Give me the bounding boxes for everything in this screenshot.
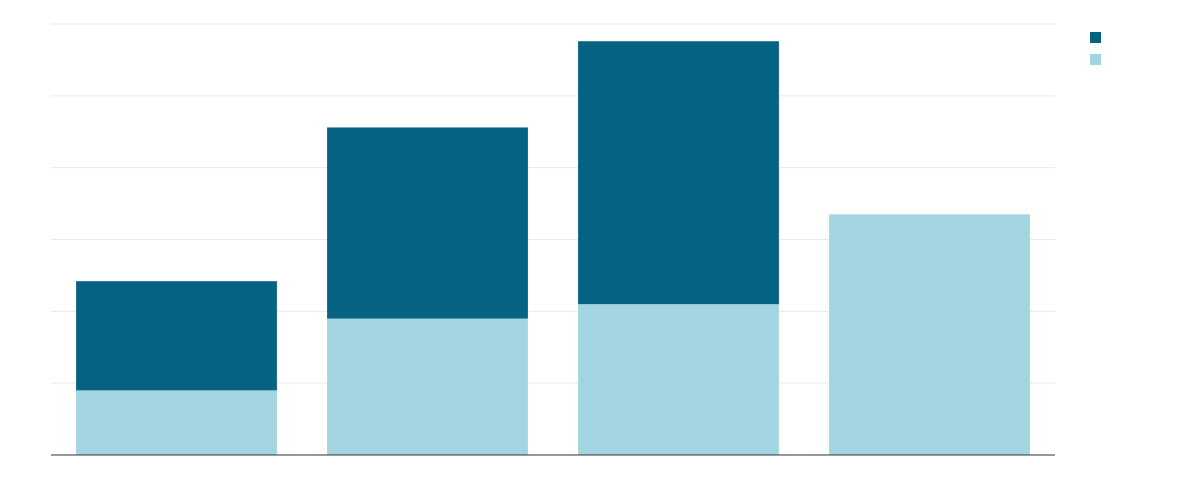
legend-swatch-2 bbox=[1090, 32, 1101, 43]
bar-segment-series-1-category-2 bbox=[327, 318, 528, 455]
bar-segment-series-2-category-3 bbox=[578, 41, 779, 305]
legend bbox=[1090, 32, 1101, 65]
bar-segment-series-1-category-3 bbox=[578, 304, 779, 455]
bar-segment-series-1-category-4 bbox=[829, 214, 1030, 455]
bar-segment-series-1-category-1 bbox=[76, 390, 277, 455]
bar-segment-series-2-category-2 bbox=[327, 127, 528, 319]
legend-swatch-1 bbox=[1090, 54, 1101, 65]
bars bbox=[76, 41, 1030, 455]
bar-segment-series-2-category-1 bbox=[76, 281, 277, 391]
